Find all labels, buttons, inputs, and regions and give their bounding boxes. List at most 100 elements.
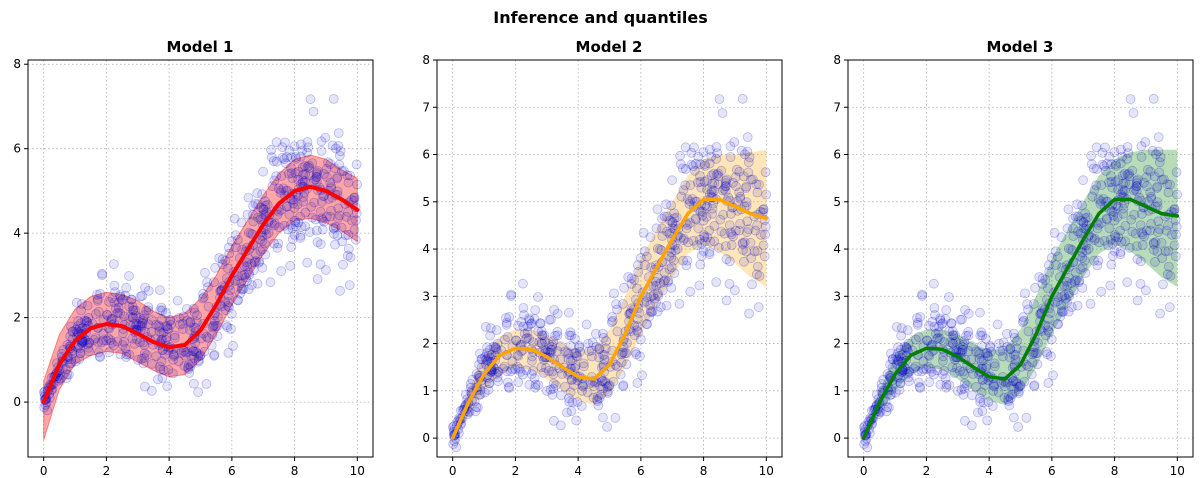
observation-point bbox=[172, 295, 183, 306]
observation-point bbox=[645, 306, 656, 316]
observation-point bbox=[974, 353, 985, 364]
observation-point bbox=[312, 166, 323, 176]
observation-point bbox=[606, 317, 617, 328]
observation-point bbox=[728, 231, 739, 242]
observation-point bbox=[83, 342, 94, 353]
observation-point bbox=[1080, 213, 1091, 224]
observation-point bbox=[1155, 152, 1166, 163]
observation-point bbox=[633, 327, 644, 338]
observation-point bbox=[637, 370, 647, 381]
observation-point bbox=[711, 277, 722, 288]
observation-point bbox=[657, 223, 667, 234]
observation-point bbox=[592, 396, 603, 406]
observation-point bbox=[913, 377, 924, 388]
observation-point bbox=[701, 201, 712, 212]
observation-point bbox=[483, 351, 494, 361]
observation-point bbox=[156, 328, 167, 339]
observation-point bbox=[82, 300, 93, 311]
observation-point bbox=[631, 283, 642, 294]
observation-point bbox=[716, 165, 727, 176]
observation-point bbox=[130, 305, 141, 316]
observation-point bbox=[174, 312, 185, 323]
observation-point bbox=[154, 322, 165, 332]
observation-point bbox=[953, 385, 963, 396]
observation-point bbox=[526, 369, 537, 380]
observation-point bbox=[985, 346, 996, 357]
observation-point bbox=[728, 177, 738, 188]
observation-point bbox=[682, 194, 693, 205]
observation-point bbox=[286, 168, 297, 179]
observation-point bbox=[315, 206, 326, 217]
observation-point bbox=[886, 389, 897, 400]
observation-point bbox=[976, 356, 987, 366]
observation-point bbox=[745, 237, 756, 248]
observation-point bbox=[535, 318, 546, 329]
observation-point bbox=[1037, 278, 1048, 289]
observation-point bbox=[302, 147, 313, 158]
observation-point bbox=[938, 355, 948, 366]
observation-point bbox=[696, 182, 707, 193]
observation-point bbox=[1118, 178, 1129, 189]
observation-point bbox=[90, 333, 101, 344]
observation-point bbox=[885, 390, 896, 400]
observation-point bbox=[1007, 389, 1018, 400]
observation-point bbox=[753, 302, 764, 313]
observation-point bbox=[589, 381, 599, 392]
observation-point bbox=[208, 321, 219, 331]
observation-point bbox=[1094, 237, 1105, 248]
x-tick-label: 10 bbox=[759, 464, 774, 478]
observation-point bbox=[682, 220, 693, 230]
observation-point bbox=[1139, 231, 1150, 242]
observation-point bbox=[597, 328, 608, 339]
observation-point bbox=[675, 150, 686, 161]
observation-point bbox=[617, 299, 628, 309]
observation-point bbox=[124, 301, 135, 312]
observation-point bbox=[351, 159, 362, 170]
observation-point bbox=[709, 220, 720, 231]
observation-point bbox=[742, 227, 752, 238]
observation-point bbox=[696, 250, 707, 261]
observation-point bbox=[210, 262, 221, 273]
observation-point bbox=[1106, 177, 1117, 187]
observation-point bbox=[659, 267, 670, 278]
observation-point bbox=[209, 315, 220, 326]
observation-point bbox=[736, 145, 747, 156]
observation-point bbox=[1087, 191, 1098, 202]
observation-point bbox=[206, 340, 217, 351]
observation-point bbox=[217, 254, 228, 265]
observation-point bbox=[702, 175, 713, 186]
observation-point bbox=[950, 330, 961, 341]
observation-point bbox=[716, 226, 727, 237]
x-tick-label: 2 bbox=[103, 464, 111, 478]
observation-point bbox=[321, 172, 332, 182]
observation-point bbox=[71, 297, 82, 308]
observation-point bbox=[189, 322, 199, 333]
observation-point bbox=[156, 314, 167, 325]
observation-point bbox=[548, 383, 559, 394]
observation-point bbox=[467, 374, 478, 385]
observation-point bbox=[89, 334, 99, 345]
x-tick-label: 0 bbox=[40, 464, 48, 478]
observation-point bbox=[1129, 209, 1140, 220]
observation-point bbox=[345, 170, 355, 181]
observation-point bbox=[126, 294, 137, 305]
observation-point bbox=[760, 221, 771, 232]
observation-point bbox=[567, 355, 578, 366]
observation-point bbox=[592, 394, 602, 405]
observation-point bbox=[298, 192, 309, 203]
observation-point bbox=[1043, 314, 1054, 325]
observation-point bbox=[250, 198, 261, 209]
observation-point bbox=[652, 243, 663, 254]
observation-point bbox=[743, 157, 754, 168]
observation-point bbox=[652, 288, 663, 299]
observation-point bbox=[328, 223, 339, 234]
observation-point bbox=[223, 297, 234, 308]
observation-point bbox=[581, 319, 592, 330]
observation-point bbox=[519, 328, 530, 339]
observation-point bbox=[310, 174, 321, 185]
observation-point bbox=[929, 321, 940, 332]
observation-point bbox=[694, 280, 705, 291]
observation-point bbox=[901, 342, 912, 353]
x-tick-label: 8 bbox=[291, 464, 299, 478]
observation-point bbox=[1096, 286, 1107, 297]
